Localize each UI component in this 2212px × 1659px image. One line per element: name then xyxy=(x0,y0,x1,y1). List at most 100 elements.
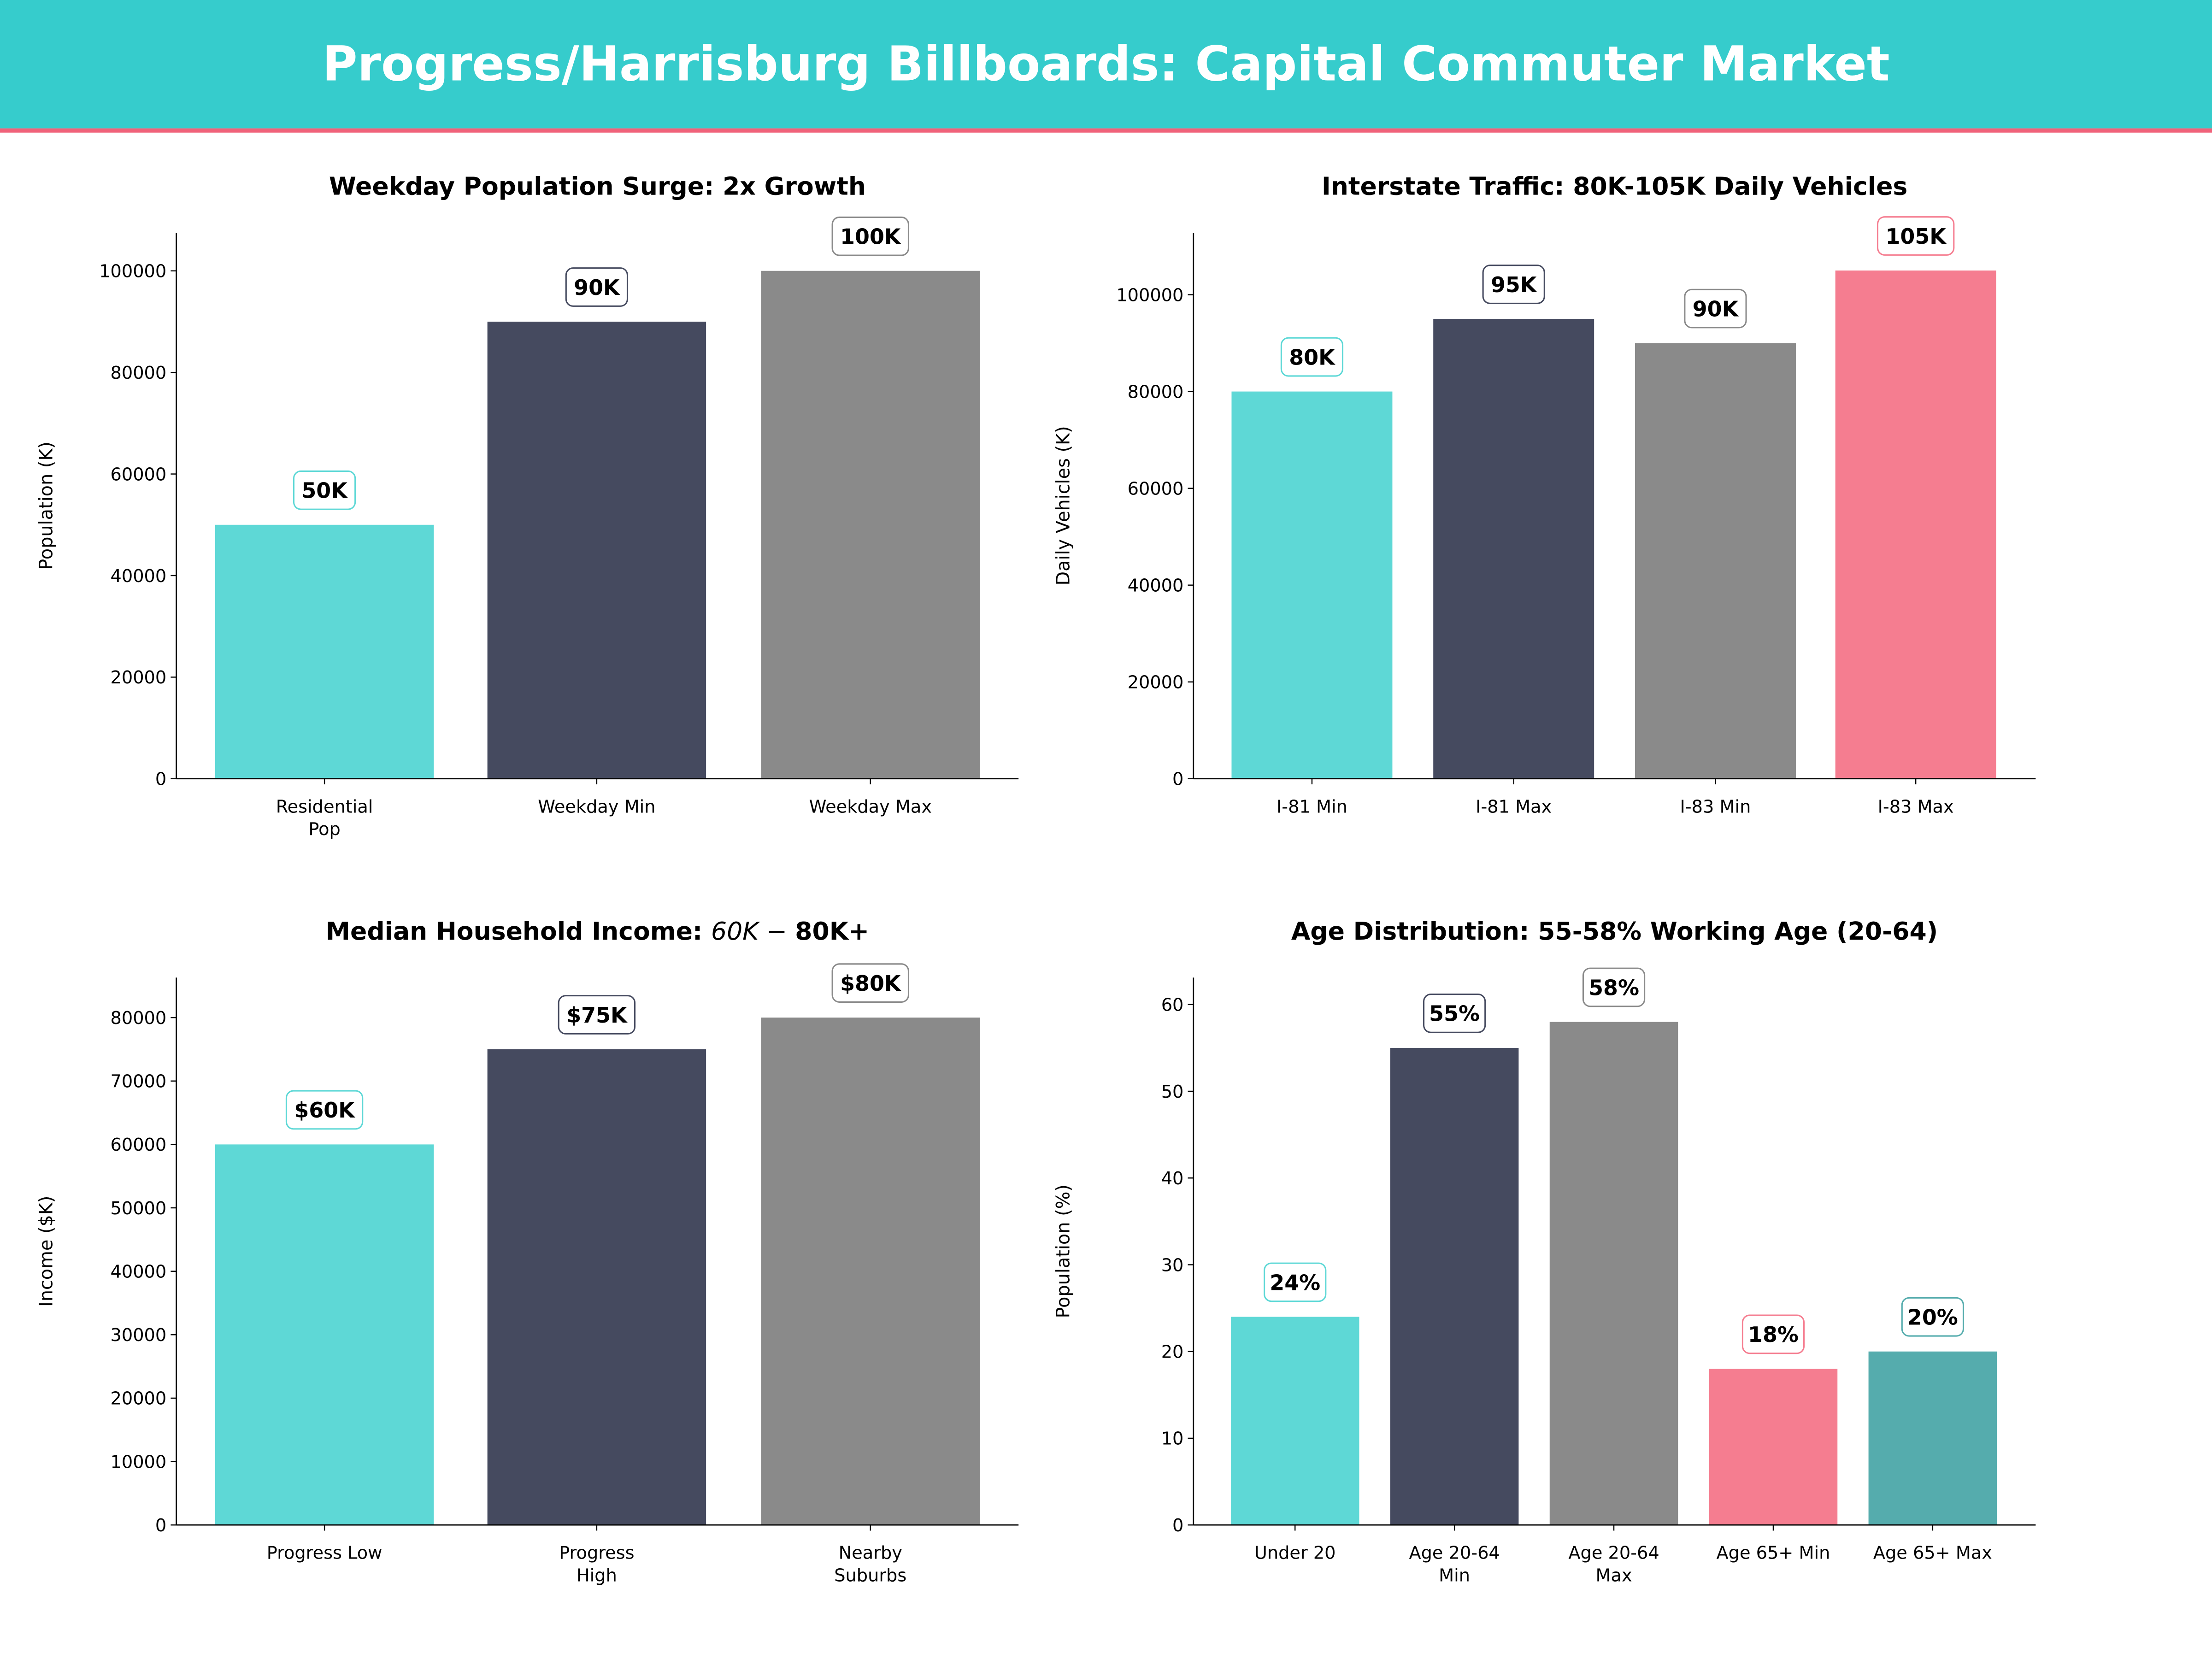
bar xyxy=(1835,271,1996,779)
x-tick-label-line: High xyxy=(577,1565,617,1586)
y-tick-label: 80000 xyxy=(111,1008,167,1029)
y-axis-label: Population (%) xyxy=(1053,1184,1074,1318)
chart-panel-1: Weekday Population Surge: 2x Growth Popul… xyxy=(35,171,1019,840)
x-tick-label: Weekday Max xyxy=(809,796,932,817)
data-label: 95K xyxy=(1491,272,1537,297)
page-title: Progress/Harrisburg Billboards: Capital … xyxy=(322,35,1889,92)
x-tick-label: Age 20-64 Min xyxy=(1409,1543,1500,1586)
bar xyxy=(487,1049,706,1525)
x-tick-label: I-83 Max xyxy=(1878,796,1954,817)
bar xyxy=(1231,391,1393,779)
x-tick-label: Weekday Min xyxy=(538,796,655,817)
y-tick-label: 20000 xyxy=(111,667,167,688)
y-tick-label: 60000 xyxy=(111,1135,167,1155)
x-tick-label: Residential Pop xyxy=(276,796,373,840)
x-tick-label-line: Max xyxy=(1596,1565,1632,1586)
chart-panel-3: Median Household Income: 60K − 80K+ Incom… xyxy=(35,917,1019,1586)
y-tick-label: 0 xyxy=(1172,1515,1183,1536)
x-tick-label-line: Suburbs xyxy=(834,1565,906,1586)
data-label: 80K xyxy=(1289,345,1335,370)
x-tick-label-line: Age 20-64 xyxy=(1409,1543,1500,1564)
y-tick-label: 30 xyxy=(1161,1255,1184,1276)
x-tick-label: Progress High xyxy=(559,1543,634,1586)
bar xyxy=(215,1144,434,1525)
data-label-box xyxy=(1423,994,1486,1033)
y-tick-label: 40 xyxy=(1161,1168,1184,1189)
chart-title: Age Distribution: 55-58% Working Age (20… xyxy=(1291,917,1938,946)
data-label: 90K xyxy=(1693,296,1739,321)
x-tick-label: Nearby Suburbs xyxy=(834,1543,906,1586)
bar xyxy=(761,271,980,779)
y-tick-label: 10 xyxy=(1161,1429,1184,1449)
data-label-box xyxy=(1482,265,1545,304)
data-label: 100K xyxy=(840,224,901,249)
bar xyxy=(1709,1369,1838,1525)
data-label: $60K xyxy=(294,1098,355,1123)
x-tick-label-line: Nearby xyxy=(839,1543,902,1564)
chart-title: Median Household Income: 60K − 80K+ xyxy=(326,917,869,946)
data-label-box xyxy=(1901,1297,1964,1337)
y-tick-label: 100000 xyxy=(1116,285,1183,306)
data-label-box xyxy=(1684,288,1747,329)
bar xyxy=(1868,1351,1997,1525)
y-tick-label: 80000 xyxy=(1128,382,1184,402)
data-label-box xyxy=(1741,1314,1805,1354)
y-tick-label: 20 xyxy=(1161,1341,1184,1362)
y-tick-label: 10000 xyxy=(111,1452,167,1472)
data-label: $75K xyxy=(566,1003,628,1028)
y-axis-label: Daily Vehicles (K) xyxy=(1053,426,1074,585)
data-label: 18% xyxy=(1748,1322,1799,1347)
y-tick-label: 0 xyxy=(155,1515,166,1536)
data-label-box xyxy=(1264,1262,1327,1302)
y-tick-label: 50000 xyxy=(111,1198,167,1219)
y-tick-label: 60000 xyxy=(1128,478,1184,499)
data-label-box xyxy=(831,216,909,256)
y-axis-label: Income ($K) xyxy=(35,1196,57,1307)
y-tick-label: 20000 xyxy=(111,1388,167,1409)
chart-title-part: 80K+ xyxy=(795,917,869,946)
data-label-box xyxy=(1877,216,1955,256)
data-label: 24% xyxy=(1270,1270,1320,1295)
y-tick-label: 80000 xyxy=(111,363,167,383)
y-axis-label: Population (K) xyxy=(35,441,57,570)
data-label-box xyxy=(831,963,909,1003)
y-tick-label: 60 xyxy=(1161,995,1184,1016)
chart-title-part: 60K − xyxy=(711,917,795,946)
x-tick-label-line: Progress xyxy=(559,1543,634,1564)
x-tick-label: I-81 Min xyxy=(1277,796,1347,817)
y-tick-label: 40000 xyxy=(111,1261,167,1282)
bar xyxy=(1390,1047,1519,1525)
data-label: 50K xyxy=(301,478,348,503)
y-tick-label: 30000 xyxy=(111,1325,167,1346)
data-label: $80K xyxy=(840,971,901,996)
y-tick-label: 0 xyxy=(155,769,166,790)
x-tick-label-line: Residential xyxy=(276,796,373,817)
bar xyxy=(215,524,434,779)
x-tick-label-line: Min xyxy=(1439,1565,1470,1586)
data-label-box xyxy=(558,995,636,1035)
chart-title-part: Median Household Income: xyxy=(326,917,711,946)
data-label-box xyxy=(565,267,629,307)
data-label: 105K xyxy=(1885,224,1947,249)
chart-panel-2: Interstate Traffic: 80K-105K Daily Vehic… xyxy=(1053,171,2036,817)
data-label-box xyxy=(1280,337,1344,377)
y-tick-label: 50 xyxy=(1161,1082,1184,1102)
y-tick-label: 100000 xyxy=(99,261,166,282)
header-banner xyxy=(0,0,2212,129)
y-tick-label: 40000 xyxy=(111,566,167,587)
data-label-box xyxy=(293,470,356,510)
data-label: 90K xyxy=(574,275,620,300)
x-tick-label: I-81 Max xyxy=(1476,796,1552,817)
chart-title: Weekday Population Surge: 2x Growth xyxy=(329,171,866,200)
x-tick-label-line: Pop xyxy=(308,819,340,840)
chart-title: Interstate Traffic: 80K-105K Daily Vehic… xyxy=(1322,171,1908,200)
bar xyxy=(1635,343,1796,779)
x-tick-label: Age 65+ Max xyxy=(1873,1543,1992,1564)
bar xyxy=(761,1018,980,1525)
chart-panel-4: Age Distribution: 55-58% Working Age (20… xyxy=(1053,917,2036,1586)
y-tick-label: 0 xyxy=(1172,769,1183,790)
x-tick-label: Age 65+ Min xyxy=(1717,1543,1830,1564)
x-tick-label: I-83 Min xyxy=(1680,796,1751,817)
x-tick-label: Progress Low xyxy=(267,1543,382,1564)
